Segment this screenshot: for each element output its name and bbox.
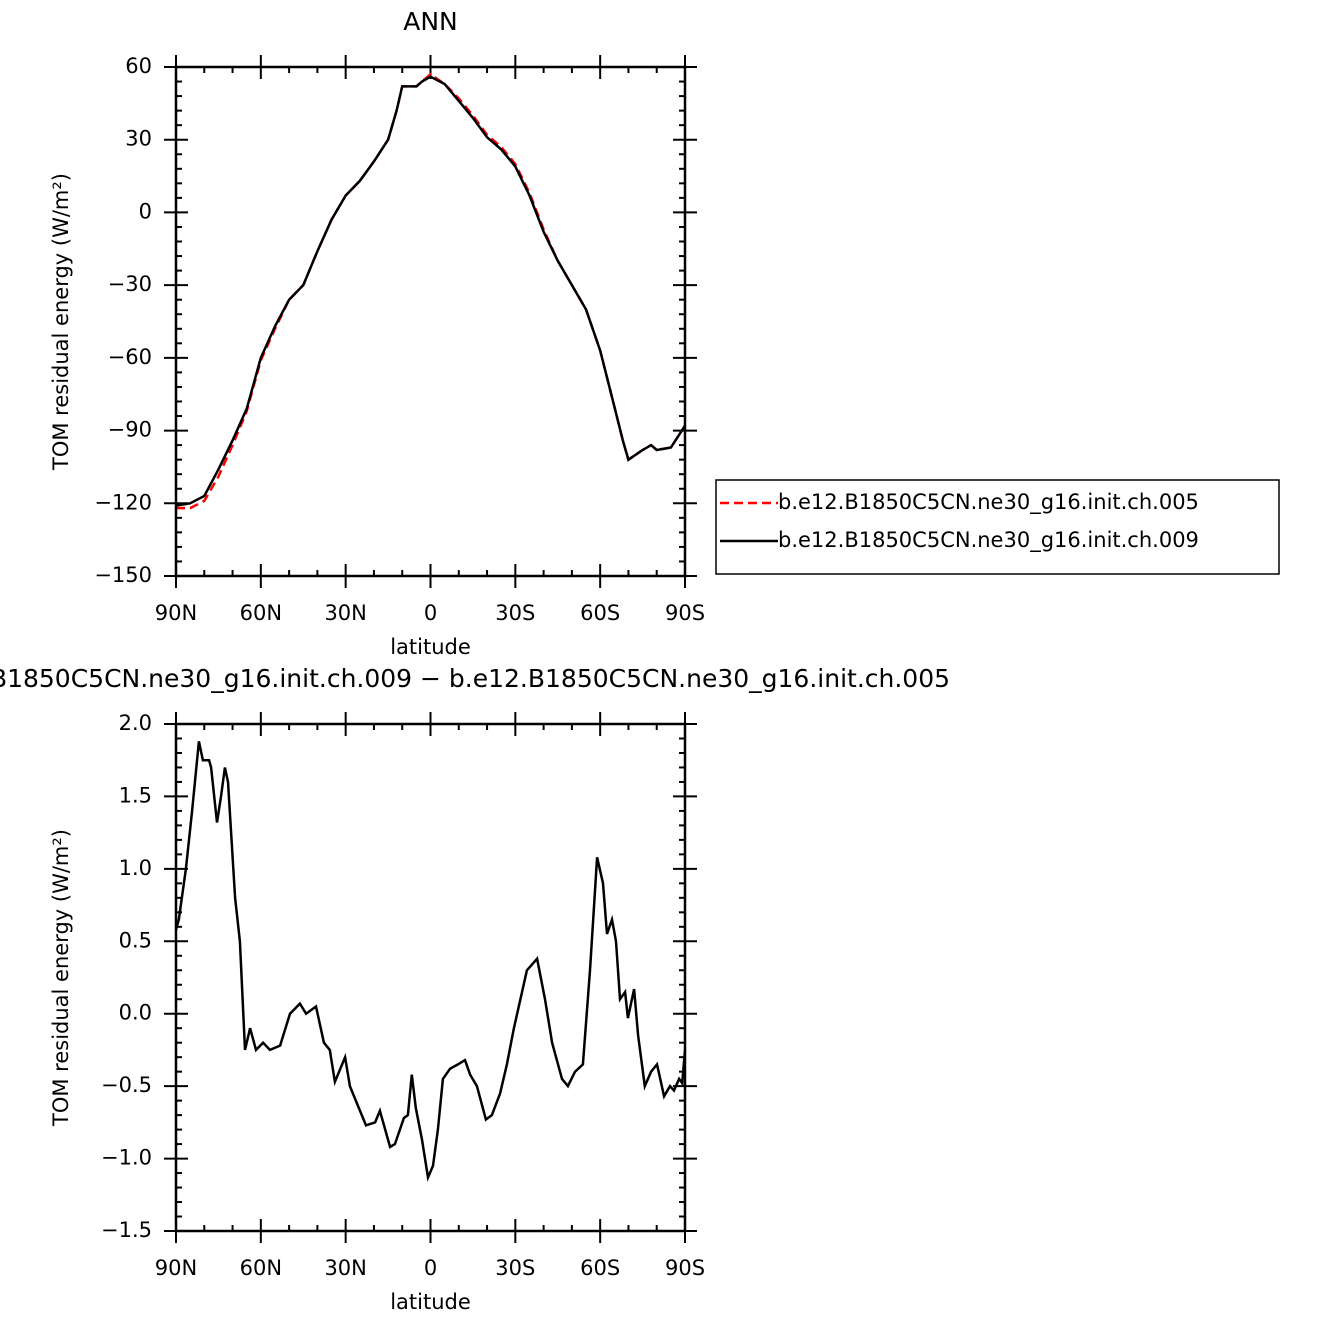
- y-tick-label: −30: [108, 272, 152, 296]
- y-tick-label: −150: [94, 563, 152, 587]
- x-tick-label: 90S: [665, 1256, 705, 1280]
- x-tick-label: 30N: [324, 601, 366, 625]
- x-tick-label: 60S: [580, 601, 620, 625]
- plot-frame: [174, 722, 687, 1233]
- x-tick-label: 30S: [495, 1256, 535, 1280]
- y-tick-label: −90: [108, 418, 152, 442]
- chart-title: b.e12.B1850C5CN.ne30_g16.init.ch.009 − b…: [0, 664, 950, 693]
- x-tick-label: 0: [424, 1256, 437, 1280]
- x-tick-label: 0: [424, 601, 437, 625]
- y-axis-label: TOM residual energy (W/m²): [49, 173, 73, 471]
- x-tick-label: 30S: [495, 601, 535, 625]
- x-tick-label: 60N: [240, 601, 282, 625]
- y-tick-label: −0.5: [101, 1073, 152, 1097]
- data-line: [175, 75, 687, 507]
- x-axis-label: latitude: [390, 635, 471, 659]
- y-tick-label: −120: [94, 490, 152, 514]
- x-tick-label: 90N: [155, 601, 197, 625]
- y-tick-label: 0.0: [119, 1001, 152, 1025]
- data-line: [176, 72, 687, 510]
- legend-box: [715, 479, 1280, 575]
- y-tick-label: 1.0: [119, 856, 152, 880]
- x-tick-label: 60N: [240, 1256, 282, 1280]
- y-tick-label: −60: [108, 345, 152, 369]
- chart-title: ANN: [403, 7, 458, 36]
- legend-label: b.e12.B1850C5CN.ne30_g16.init.ch.009: [778, 528, 1199, 553]
- data-line: [174, 741, 687, 1182]
- y-tick-label: −1.5: [101, 1218, 152, 1242]
- x-tick-label: 30N: [324, 1256, 366, 1280]
- y-tick-label: 2.0: [119, 711, 152, 735]
- y-tick-label: 1.5: [119, 783, 152, 807]
- y-tick-label: 60: [125, 54, 152, 78]
- x-tick-label: 90N: [155, 1256, 197, 1280]
- x-axis-label: latitude: [390, 1290, 471, 1314]
- x-tick-label: 60S: [580, 1256, 620, 1280]
- y-tick-label: 30: [125, 127, 152, 151]
- y-tick-label: −1.0: [101, 1146, 152, 1170]
- legend-label: b.e12.B1850C5CN.ne30_g16.init.ch.005: [778, 490, 1199, 515]
- y-tick-label: 0.5: [119, 928, 152, 952]
- y-axis-label: TOM residual energy (W/m²): [49, 829, 73, 1127]
- plot-frame: [174, 65, 687, 578]
- y-tick-label: 0: [139, 199, 152, 223]
- x-tick-label: 90S: [665, 601, 705, 625]
